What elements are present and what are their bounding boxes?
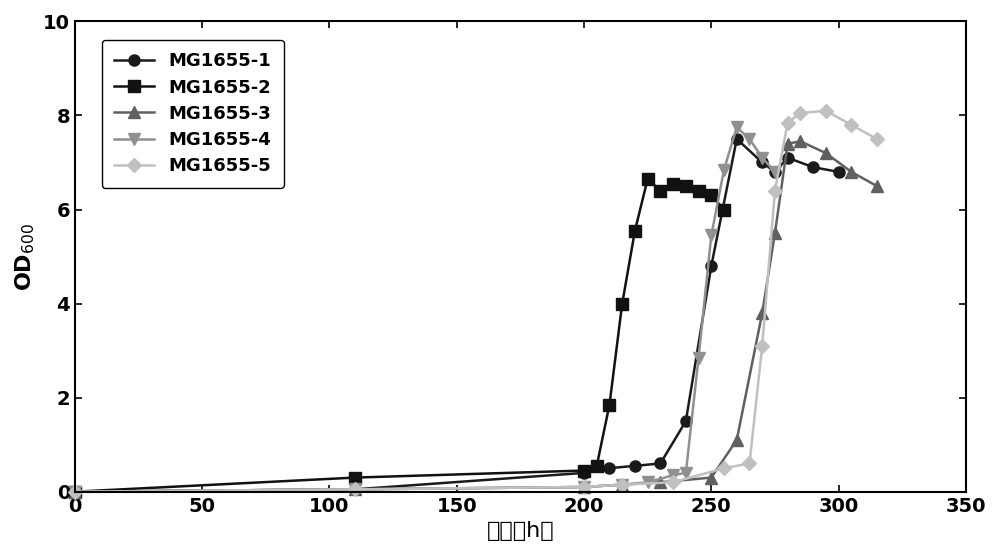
MG1655-1 — [731, 135, 743, 142]
MG1655-2 — [693, 188, 705, 194]
MG1655-1 — [756, 159, 768, 166]
MG1655-3 — [705, 475, 717, 481]
MG1655-5 — [769, 188, 781, 194]
MG1655-4 — [743, 135, 755, 142]
MG1655-3 — [794, 138, 806, 145]
MG1655-2 — [705, 192, 717, 199]
MG1655-5 — [782, 119, 794, 126]
Line: MG1655-4: MG1655-4 — [69, 122, 780, 497]
MG1655-3 — [782, 140, 794, 147]
MG1655-1 — [769, 169, 781, 175]
MG1655-2 — [654, 188, 666, 194]
MG1655-4 — [349, 486, 361, 493]
Line: MG1655-5: MG1655-5 — [70, 106, 882, 497]
MG1655-5 — [871, 135, 883, 142]
MG1655-2 — [591, 462, 603, 469]
MG1655-4 — [756, 154, 768, 161]
MG1655-3 — [756, 310, 768, 316]
MG1655-3 — [616, 481, 628, 488]
MG1655-4 — [731, 124, 743, 130]
MG1655-1 — [654, 460, 666, 467]
MG1655-2 — [349, 475, 361, 481]
MG1655-3 — [69, 488, 81, 495]
MG1655-1 — [705, 263, 717, 269]
MG1655-4 — [616, 481, 628, 488]
MG1655-5 — [616, 481, 628, 488]
MG1655-5 — [578, 483, 590, 490]
MG1655-3 — [871, 183, 883, 189]
MG1655-2 — [667, 180, 679, 187]
MG1655-5 — [718, 465, 730, 472]
MG1655-1 — [782, 154, 794, 161]
MG1655-4 — [69, 488, 81, 495]
Y-axis label: OD$_{600}$: OD$_{600}$ — [14, 223, 37, 291]
MG1655-3 — [349, 486, 361, 493]
MG1655-4 — [680, 470, 692, 476]
MG1655-1 — [680, 418, 692, 425]
MG1655-4 — [705, 232, 717, 239]
MG1655-4 — [769, 169, 781, 175]
MG1655-4 — [578, 483, 590, 490]
MG1655-4 — [642, 479, 654, 486]
MG1655-4 — [667, 472, 679, 478]
MG1655-5 — [743, 460, 755, 467]
MG1655-1 — [69, 488, 81, 495]
MG1655-3 — [769, 230, 781, 236]
MG1655-2 — [680, 183, 692, 189]
MG1655-4 — [718, 166, 730, 173]
MG1655-2 — [718, 206, 730, 213]
MG1655-3 — [654, 479, 666, 486]
MG1655-1 — [807, 164, 819, 170]
MG1655-1 — [833, 169, 845, 175]
MG1655-1 — [603, 465, 615, 472]
MG1655-5 — [69, 488, 81, 495]
MG1655-3 — [820, 150, 832, 157]
MG1655-3 — [731, 437, 743, 443]
MG1655-2 — [629, 228, 641, 234]
X-axis label: 时间（h）: 时间（h） — [487, 521, 554, 541]
MG1655-2 — [69, 488, 81, 495]
Line: MG1655-3: MG1655-3 — [69, 136, 882, 497]
MG1655-3 — [578, 483, 590, 490]
MG1655-3 — [845, 169, 857, 175]
MG1655-5 — [756, 342, 768, 349]
MG1655-1 — [349, 486, 361, 493]
MG1655-2 — [603, 401, 615, 408]
MG1655-1 — [629, 462, 641, 469]
MG1655-5 — [794, 110, 806, 117]
MG1655-4 — [693, 354, 705, 361]
MG1655-2 — [578, 467, 590, 474]
MG1655-2 — [642, 175, 654, 182]
Line: MG1655-1: MG1655-1 — [69, 133, 844, 497]
MG1655-2 — [616, 300, 628, 307]
Legend: MG1655-1, MG1655-2, MG1655-3, MG1655-4, MG1655-5: MG1655-1, MG1655-2, MG1655-3, MG1655-4, … — [102, 40, 284, 188]
MG1655-5 — [820, 108, 832, 114]
MG1655-1 — [578, 470, 590, 476]
Line: MG1655-2: MG1655-2 — [69, 173, 730, 497]
MG1655-5 — [845, 122, 857, 128]
MG1655-5 — [349, 486, 361, 493]
MG1655-5 — [667, 479, 679, 486]
